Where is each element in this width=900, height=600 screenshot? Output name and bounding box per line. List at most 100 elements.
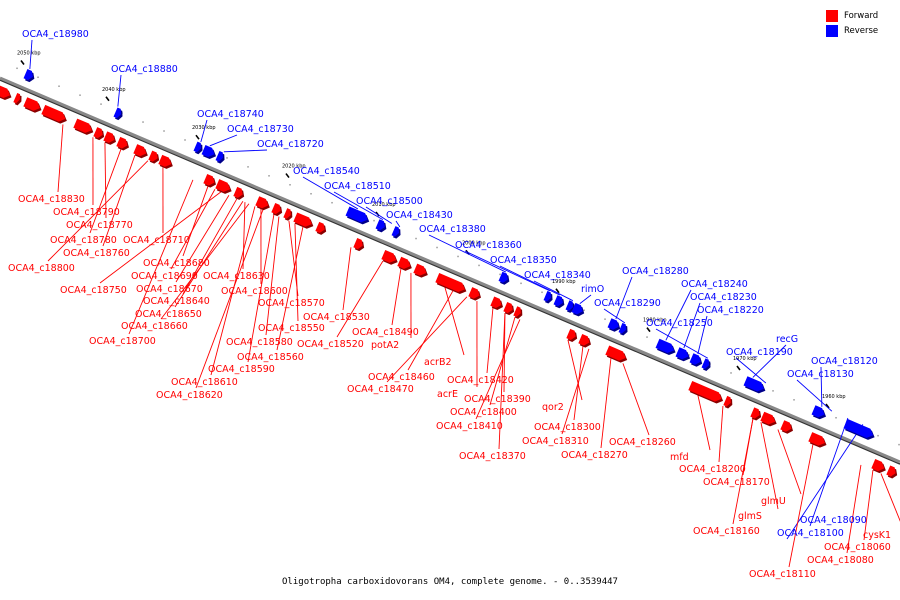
track-dot — [310, 192, 312, 195]
gene-label[interactable]: OCA4_c18380 — [419, 224, 486, 235]
kbp-tick — [555, 288, 560, 294]
reverse-gene-glyph — [201, 145, 215, 158]
gene-label[interactable]: OCA4_c18230 — [690, 292, 757, 303]
gene-label[interactable]: OCA4_c18710 — [123, 235, 190, 246]
gene-label[interactable]: OCA4_c18060 — [824, 542, 891, 553]
gene-label[interactable]: OCA4_c18170 — [703, 477, 770, 488]
gene-label[interactable]: OCA4_c18750 — [60, 285, 127, 296]
gene-label[interactable]: OCA4_c18680 — [143, 258, 210, 269]
gene-label[interactable]: OCA4_c18800 — [8, 263, 75, 274]
gene-label[interactable]: OCA4_c18470 — [347, 384, 414, 395]
gene-label[interactable]: mfd — [670, 452, 689, 463]
gene-label[interactable]: OCA4_c18700 — [89, 336, 156, 347]
gene-label[interactable]: OCA4_c18830 — [18, 194, 85, 205]
kbp-label: 2050 kbp — [17, 51, 41, 57]
gene-label[interactable]: OCA4_c18760 — [63, 248, 130, 259]
gene-label[interactable]: OCA4_c18290 — [594, 298, 661, 309]
gene-label[interactable]: glmU — [761, 496, 786, 507]
gene-label[interactable]: OCA4_c18560 — [237, 352, 304, 363]
kbp-label: 2010 kbp — [372, 202, 396, 208]
gene-label[interactable]: OCA4_c18580 — [226, 337, 293, 348]
gene-label[interactable]: recG — [776, 334, 798, 345]
gene-label[interactable]: OCA4_c18510 — [324, 181, 391, 192]
gene-label[interactable]: OCA4_c18350 — [490, 255, 557, 266]
gene-label[interactable]: OCA4_c18130 — [787, 369, 854, 380]
gene-label[interactable]: OCA4_c18720 — [257, 139, 324, 150]
gene-connector — [760, 422, 779, 510]
gene-label[interactable]: acrB2 — [424, 357, 452, 368]
gene-label[interactable]: OCA4_c18200 — [679, 464, 746, 475]
gene-label[interactable]: OCA4_c18220 — [697, 305, 764, 316]
gene-label[interactable]: cysK1 — [863, 530, 891, 541]
gene-label[interactable]: OCA4_c18420 — [447, 375, 514, 386]
gene-label[interactable]: OCA4_c18520 — [297, 339, 364, 350]
gene-label[interactable]: OCA4_c18640 — [143, 296, 210, 307]
gene-label[interactable]: OCA4_c18490 — [352, 327, 419, 338]
gene-connector — [294, 223, 299, 322]
gene-label[interactable]: OCA4_c18780 — [50, 235, 117, 246]
gene-label[interactable]: acrE — [437, 389, 458, 400]
gene-label[interactable]: OCA4_c18770 — [66, 220, 133, 231]
gene-label[interactable]: OCA4_c18980 — [22, 29, 89, 40]
gene-label[interactable]: OCA4_c18550 — [258, 323, 325, 334]
gene-label[interactable]: OCA4_c18280 — [622, 266, 689, 277]
gene-label[interactable]: OCA4_c18460 — [368, 372, 435, 383]
gene-label[interactable]: potA2 — [371, 340, 399, 351]
gene-label[interactable]: OCA4_c18390 — [464, 394, 531, 405]
gene-label[interactable]: OCA4_c18670 — [136, 284, 203, 295]
gene-label[interactable]: OCA4_c18660 — [121, 321, 188, 332]
gene-label[interactable]: OCA4_c18250 — [646, 318, 713, 329]
gene-label[interactable]: OCA4_c18540 — [293, 166, 360, 177]
track-dot — [730, 372, 732, 374]
gene-label[interactable]: OCA4_c18310 — [522, 436, 589, 447]
gene-label[interactable]: OCA4_c18430 — [386, 210, 453, 221]
gene-label[interactable]: OCA4_c18500 — [356, 196, 423, 207]
gene-label[interactable]: OCA4_c18530 — [303, 312, 370, 323]
gene-connector — [247, 214, 275, 363]
gene-label[interactable]: OCA4_c18790 — [53, 207, 120, 218]
gene-label[interactable]: OCA4_c18260 — [609, 437, 676, 448]
gene-label[interactable]: OCA4_c18240 — [681, 279, 748, 290]
gene-label[interactable]: OCA4_c18340 — [524, 270, 591, 281]
gene-label[interactable]: OCA4_c18400 — [450, 407, 517, 418]
gene-label[interactable]: OCA4_c18880 — [111, 64, 178, 75]
reverse-gene-glyph — [553, 295, 563, 307]
gene-label[interactable]: OCA4_c18120 — [811, 356, 878, 367]
track-dot — [436, 246, 438, 249]
gene-label[interactable]: qor2 — [542, 402, 564, 413]
forward-gene-glyph — [293, 212, 312, 227]
gene-label[interactable]: OCA4_c18740 — [197, 109, 264, 120]
gene-label[interactable]: OCA4_c18610 — [171, 377, 238, 388]
forward-gene-glyph — [780, 420, 792, 432]
gene-connector — [175, 195, 230, 283]
gene-label[interactable]: OCA4_c18570 — [258, 298, 325, 309]
reverse-gene-glyph — [655, 338, 675, 354]
track-dot — [520, 282, 522, 285]
gene-label[interactable]: OCA4_c18590 — [208, 364, 275, 375]
forward-gene-glyph — [750, 407, 760, 419]
gene-label[interactable]: OCA4_c18650 — [135, 309, 202, 320]
gene-label[interactable]: rimO — [581, 284, 604, 295]
gene-connector — [615, 276, 633, 320]
gene-connector — [561, 348, 590, 435]
gene-label[interactable]: OCA4_c18730 — [227, 124, 294, 135]
kbp-label: 2000 kbp — [462, 240, 486, 246]
gene-label[interactable]: OCA4_c18690 — [131, 271, 198, 282]
gene-label[interactable]: OCA4_c18270 — [561, 450, 628, 461]
gene-label[interactable]: OCA4_c18620 — [156, 390, 223, 401]
gene-label[interactable]: OCA4_c18160 — [693, 526, 760, 537]
gene-label[interactable]: OCA4_c18080 — [807, 555, 874, 566]
gene-label[interactable]: OCA4_c18410 — [436, 421, 503, 432]
gene-label[interactable]: OCA4_c18370 — [459, 451, 526, 462]
gene-label[interactable]: OCA4_c18190 — [726, 347, 793, 358]
gene-label[interactable]: OCA4_c18600 — [221, 286, 288, 297]
gene-label[interactable]: OCA4_c18630 — [203, 271, 270, 282]
gene-connector — [683, 302, 701, 349]
gene-label[interactable]: OCA4_c18090 — [800, 515, 867, 526]
gene-label[interactable]: OCA4_c18100 — [777, 528, 844, 539]
gene-label[interactable]: OCA4_c18300 — [534, 422, 601, 433]
gene-label[interactable]: OCA4_c18360 — [455, 240, 522, 251]
gene-label[interactable]: glmS — [738, 511, 762, 522]
gene-label[interactable]: OCA4_c18110 — [749, 569, 816, 580]
gene-connector — [863, 469, 874, 541]
